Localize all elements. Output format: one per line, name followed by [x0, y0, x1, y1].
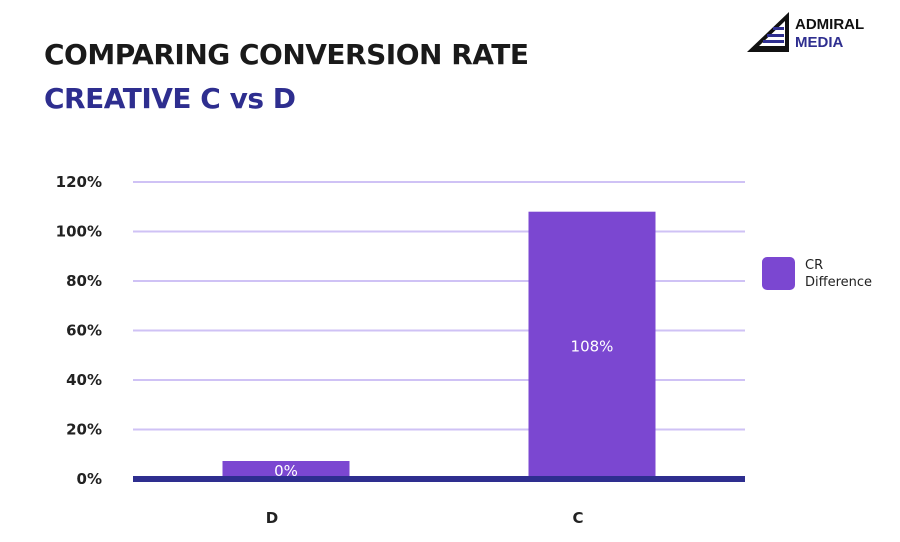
x-tick-label: D: [266, 509, 278, 527]
chart-title: COMPARING CONVERSION RATE: [44, 38, 529, 71]
bar-D: [222, 461, 350, 479]
y-tick-label: 40%: [66, 371, 102, 389]
y-tick-label: 80%: [66, 272, 102, 290]
y-tick-label: 60%: [66, 322, 102, 340]
baseline: [133, 476, 745, 482]
data-label: 108%: [571, 337, 614, 355]
legend-label: CR Difference: [805, 258, 873, 290]
flag-triangle-icon: [747, 12, 789, 52]
logo-line2: MEDIA: [795, 34, 844, 51]
data-label: 0%: [274, 462, 298, 480]
y-tick-label: 100%: [56, 223, 102, 241]
y-tick-label: 120%: [56, 173, 102, 191]
admiral-media-logo: ADMIRAL MEDIA: [745, 10, 885, 54]
logo-line1: ADMIRAL: [795, 16, 865, 33]
legend-swatch: [762, 257, 795, 290]
chart-subtitle: CREATIVE C vs D: [44, 82, 296, 115]
legend: CR Difference: [762, 257, 885, 291]
y-tick-label: 0%: [77, 470, 102, 488]
y-tick-label: 20%: [66, 421, 102, 439]
x-tick-label: C: [572, 509, 583, 527]
bar-C: [528, 211, 656, 479]
